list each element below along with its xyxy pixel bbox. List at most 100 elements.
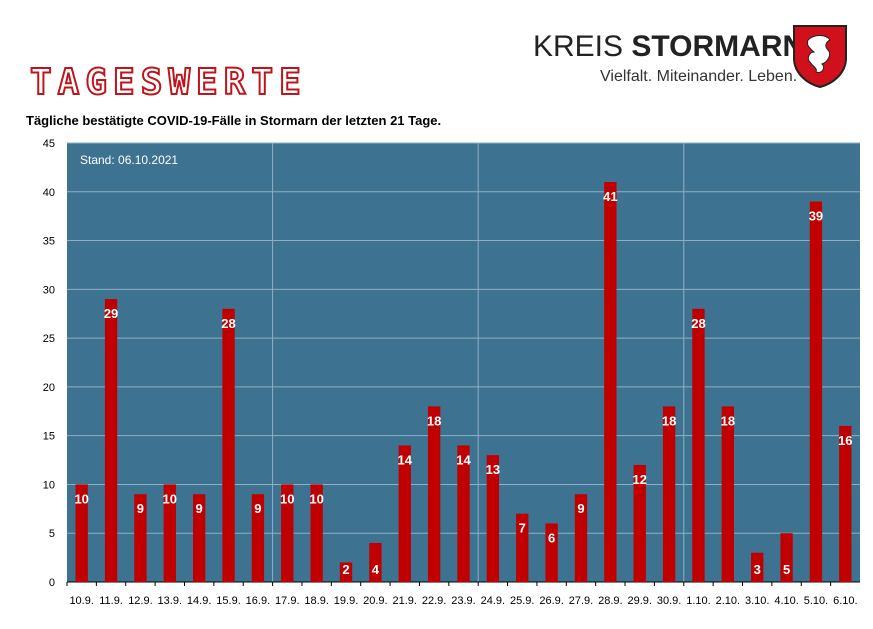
bar [339,562,353,582]
bar [427,406,441,582]
logo-tagline: Vielfalt. Miteinander. Leben. [600,68,798,85]
bar [163,484,176,582]
x-tick-label: 25.9. [510,595,534,607]
bar-value-label: 14 [456,452,471,467]
bar [780,533,793,582]
bar-value-label: 13 [486,462,500,477]
x-tick-label: 14.9. [187,595,211,607]
x-tick-label: 11.9. [99,595,123,607]
bar [310,484,323,582]
x-tick-label: 13.9. [158,595,182,607]
bar [574,494,588,582]
bar-value-label: 18 [427,413,441,428]
bar [486,455,500,582]
bar [692,308,705,582]
x-tick-label: 23.9. [451,595,475,607]
bar-value-label: 14 [398,452,413,467]
coat-of-arms-icon [793,25,847,88]
stand-annotation: Stand: 06.10.2021 [80,153,178,167]
bars: 10 29 9 10 9 28 9 10 10 2 4 14 18 14 13 7 6 9 41 12 18 28 18 3 5… [74,182,853,583]
bar [192,494,206,582]
x-tick-label: 19.9. [334,595,358,607]
y-tick-label: 20 [43,382,55,394]
bar [281,484,294,582]
y-tick-label: 15 [43,431,55,443]
bar [662,406,676,582]
x-tick-label: 27.9. [569,595,593,607]
bar-value-label: 10 [163,491,177,506]
x-tick-label: 28.9. [598,595,622,607]
bar-value-label: 9 [196,501,203,516]
bar [134,494,147,582]
y-axis-ticks: 0 5 10 15 20 25 30 35 40 45 [43,138,55,589]
bar-value-label: 18 [662,413,676,428]
x-tick-label: 5.10. [804,595,828,607]
bar-value-label: 39 [809,209,823,224]
x-tick-label: 24.9. [481,595,505,607]
x-tick-label: 4.10. [774,595,798,607]
x-tick-label: 16.9. [246,595,270,607]
bar [516,513,529,582]
bar-value-label: 7 [519,521,526,536]
bar-value-label: 4 [372,562,380,577]
bar [75,484,88,582]
bar-value-label: 16 [838,433,852,448]
x-tick-label: 30.9. [657,595,681,607]
logo-kreis: KREIS [533,30,624,63]
x-tick-label: 18.9. [304,595,328,607]
bar-value-label: 29 [104,306,118,321]
bar-value-label: 5 [783,562,790,577]
bar-value-label: 10 [280,491,294,506]
bar [545,523,558,582]
bar [104,299,118,582]
y-tick-label: 45 [43,138,55,150]
bar-value-label: 18 [721,413,735,428]
y-tick-label: 0 [49,577,55,589]
bar-value-label: 41 [603,189,617,204]
x-tick-label: 3.10. [745,595,769,607]
y-tick-label: 10 [43,479,55,491]
x-tick-label: 21.9. [393,595,417,607]
bar-value-label: 28 [221,316,235,331]
bar-value-label: 12 [632,472,646,487]
x-tick-label: 22.9. [422,595,446,607]
bar [604,182,617,582]
bar [369,542,382,582]
page-heading: TAGESWERTE [29,61,307,104]
x-tick-label: 29.9. [627,595,651,607]
bar-value-label: 6 [548,530,555,545]
chart-subtitle: Tägliche bestätigte COVID-19-Fälle in St… [26,113,442,128]
bar-value-label: 9 [137,501,144,516]
x-tick-label: 20.9. [363,595,387,607]
x-tick-label: 2.10. [716,595,740,607]
bar [251,494,265,582]
x-tick-label: 12.9. [128,595,152,607]
bar-value-label: 10 [309,491,323,506]
bar-value-label: 3 [754,562,761,577]
x-tick-label: 15.9. [216,595,240,607]
x-tick-label: 10.9. [69,595,93,607]
x-tick-label: 1.10. [686,595,710,607]
logo-stormarn: STORMARN [631,30,805,63]
logo-wordmark: KREIS STORMARN [533,30,804,64]
y-tick-label: 30 [43,284,55,296]
x-tick-label: 26.9. [539,595,563,607]
bar [839,425,852,582]
bar-value-label: 10 [74,491,88,506]
bar [721,406,735,582]
bar [457,445,470,582]
bar-value-label: 9 [254,501,261,516]
bar [222,308,235,582]
y-tick-label: 35 [43,236,55,248]
x-tick-label: 6.10. [833,595,857,607]
bar [633,464,646,582]
bar-value-label: 28 [691,316,705,331]
bar-value-label: 2 [342,562,349,577]
bar [751,552,764,582]
bar [809,201,823,583]
y-tick-label: 40 [43,187,55,199]
y-tick-label: 25 [43,333,55,345]
y-tick-label: 5 [49,528,55,540]
x-tick-label: 17.9. [275,595,299,607]
